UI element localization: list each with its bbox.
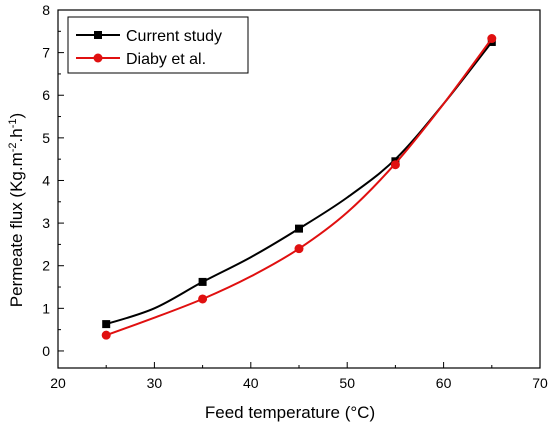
x-tick-label: 50 <box>339 375 355 391</box>
data-point-circle <box>198 294 208 304</box>
series-layer <box>101 34 497 340</box>
x-tick-label: 20 <box>50 375 66 391</box>
series-line <box>105 38 493 337</box>
legend-item: Diaby et al. <box>76 51 206 68</box>
data-point-circle <box>390 160 400 170</box>
y-axis-title: Permeate flux (Kg.m-2.h-1) <box>7 113 26 307</box>
data-point-square <box>102 320 111 329</box>
x-tick-label: 70 <box>532 375 548 391</box>
legend-box <box>67 16 249 74</box>
legend-marker-square <box>94 31 102 39</box>
legend-label: Diaby et al. <box>126 51 206 68</box>
y-tick-label: 7 <box>42 45 50 61</box>
y-tick-label: 8 <box>42 2 50 18</box>
series-line <box>105 41 493 326</box>
y-tick-label: 1 <box>42 300 50 316</box>
series-current-study <box>102 37 496 329</box>
x-tick-label: 60 <box>436 375 452 391</box>
y-axis-title-sup2: -1 <box>7 118 19 128</box>
y-axis-ticks: 0 1 2 3 4 5 6 7 8 <box>42 2 64 359</box>
x-axis-title: Feed temperature (°C) <box>205 403 375 422</box>
data-point-circle <box>487 34 497 44</box>
data-point-circle <box>101 330 111 340</box>
y-tick-label: 3 <box>42 215 50 231</box>
legend-item: Current study <box>76 28 222 45</box>
y-tick-label: 5 <box>42 130 50 146</box>
y-axis-title-main: Permeate flux (Kg.m <box>7 152 26 307</box>
data-point-square <box>198 277 207 286</box>
y-axis-title-sup1: -2 <box>7 142 19 152</box>
y-axis-title-end: ) <box>7 113 26 119</box>
data-point-circle <box>294 244 304 254</box>
legend-marker-circle <box>93 53 103 63</box>
y-tick-label: 0 <box>42 343 50 359</box>
series-diaby-et-al <box>101 34 497 340</box>
y-tick-label: 4 <box>42 172 50 188</box>
y-tick-label: 6 <box>42 87 50 103</box>
data-point-square <box>295 224 303 233</box>
x-axis-ticks: 20 30 40 50 60 70 <box>50 362 548 391</box>
y-axis-title-mid: .h <box>7 128 26 142</box>
legend-label: Current study <box>126 28 222 45</box>
legend: Current study Diaby et al. <box>67 16 249 74</box>
x-tick-label: 30 <box>147 375 163 391</box>
x-tick-label: 40 <box>243 375 259 391</box>
y-tick-label: 2 <box>42 258 50 274</box>
